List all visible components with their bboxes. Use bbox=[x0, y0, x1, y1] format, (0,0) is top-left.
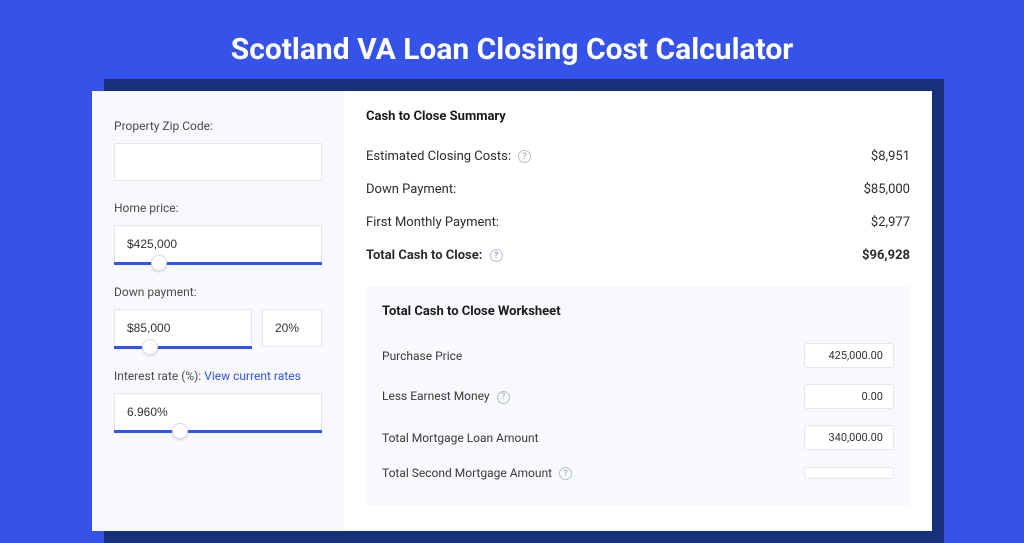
summary-value: $2,977 bbox=[871, 215, 910, 230]
summary-row-monthly-payment: First Monthly Payment: $2,977 bbox=[366, 206, 910, 239]
calculator-card: Property Zip Code: Home price: Down paym… bbox=[92, 91, 932, 531]
down-payment-slider[interactable] bbox=[114, 346, 252, 349]
interest-rate-slider[interactable] bbox=[114, 430, 322, 433]
summary-label: First Monthly Payment: bbox=[366, 215, 499, 230]
interest-rate-label: Interest rate (%): View current rates bbox=[114, 369, 322, 383]
page-title: Scotland VA Loan Closing Cost Calculator bbox=[0, 0, 1024, 91]
summary-label: Down Payment: bbox=[366, 182, 456, 197]
interest-rate-slider-thumb[interactable] bbox=[172, 423, 188, 439]
worksheet-label: Purchase Price bbox=[382, 349, 462, 363]
worksheet-label: Total Second Mortgage Amount bbox=[382, 466, 552, 480]
worksheet-row-mortgage-amount: Total Mortgage Loan Amount 340,000.00 bbox=[382, 417, 894, 458]
worksheet-value[interactable]: 340,000.00 bbox=[804, 425, 894, 450]
summary-total-label: Total Cash to Close: bbox=[366, 248, 482, 263]
summary-title: Cash to Close Summary bbox=[366, 109, 910, 124]
worksheet-value[interactable]: 425,000.00 bbox=[804, 343, 894, 368]
results-panel: Cash to Close Summary Estimated Closing … bbox=[344, 91, 932, 531]
worksheet-row-purchase-price: Purchase Price 425,000.00 bbox=[382, 335, 894, 376]
worksheet-panel: Total Cash to Close Worksheet Purchase P… bbox=[366, 286, 910, 506]
help-icon[interactable]: ? bbox=[559, 467, 572, 480]
view-rates-link[interactable]: View current rates bbox=[204, 369, 301, 383]
worksheet-row-second-mortgage: Total Second Mortgage Amount ? bbox=[382, 458, 894, 488]
help-icon[interactable]: ? bbox=[490, 249, 503, 262]
home-price-slider-thumb[interactable] bbox=[151, 255, 167, 271]
worksheet-label: Total Mortgage Loan Amount bbox=[382, 431, 539, 445]
down-payment-pct-input[interactable] bbox=[262, 309, 322, 347]
worksheet-value[interactable] bbox=[804, 467, 894, 479]
input-panel: Property Zip Code: Home price: Down paym… bbox=[92, 91, 344, 531]
home-price-slider[interactable] bbox=[114, 262, 322, 265]
summary-row-down-payment: Down Payment: $85,000 bbox=[366, 173, 910, 206]
home-price-field-group: Home price: bbox=[114, 201, 322, 265]
help-icon[interactable]: ? bbox=[497, 391, 510, 404]
home-price-label: Home price: bbox=[114, 201, 322, 215]
zip-input[interactable] bbox=[114, 143, 322, 181]
worksheet-value[interactable]: 0.00 bbox=[804, 384, 894, 409]
card-container: Property Zip Code: Home price: Down paym… bbox=[92, 91, 932, 531]
summary-value: $8,951 bbox=[871, 149, 910, 164]
summary-row-closing-costs: Estimated Closing Costs: ? $8,951 bbox=[366, 140, 910, 173]
down-payment-label: Down payment: bbox=[114, 285, 322, 299]
help-icon[interactable]: ? bbox=[518, 150, 531, 163]
interest-rate-input[interactable] bbox=[114, 393, 322, 431]
zip-label: Property Zip Code: bbox=[114, 119, 322, 133]
summary-total-value: $96,928 bbox=[862, 248, 910, 263]
down-payment-field-group: Down payment: bbox=[114, 285, 322, 349]
down-payment-input[interactable] bbox=[114, 309, 252, 347]
worksheet-title: Total Cash to Close Worksheet bbox=[382, 304, 894, 319]
summary-row-total: Total Cash to Close: ? $96,928 bbox=[366, 239, 910, 272]
home-price-input[interactable] bbox=[114, 225, 322, 263]
interest-rate-field-group: Interest rate (%): View current rates bbox=[114, 369, 322, 433]
worksheet-label: Less Earnest Money bbox=[382, 389, 490, 403]
summary-value: $85,000 bbox=[864, 182, 910, 197]
summary-label: Estimated Closing Costs: bbox=[366, 149, 511, 164]
interest-rate-label-text: Interest rate (%): bbox=[114, 369, 204, 383]
zip-field-group: Property Zip Code: bbox=[114, 119, 322, 181]
worksheet-row-earnest-money: Less Earnest Money ? 0.00 bbox=[382, 376, 894, 417]
down-payment-slider-thumb[interactable] bbox=[142, 339, 158, 355]
